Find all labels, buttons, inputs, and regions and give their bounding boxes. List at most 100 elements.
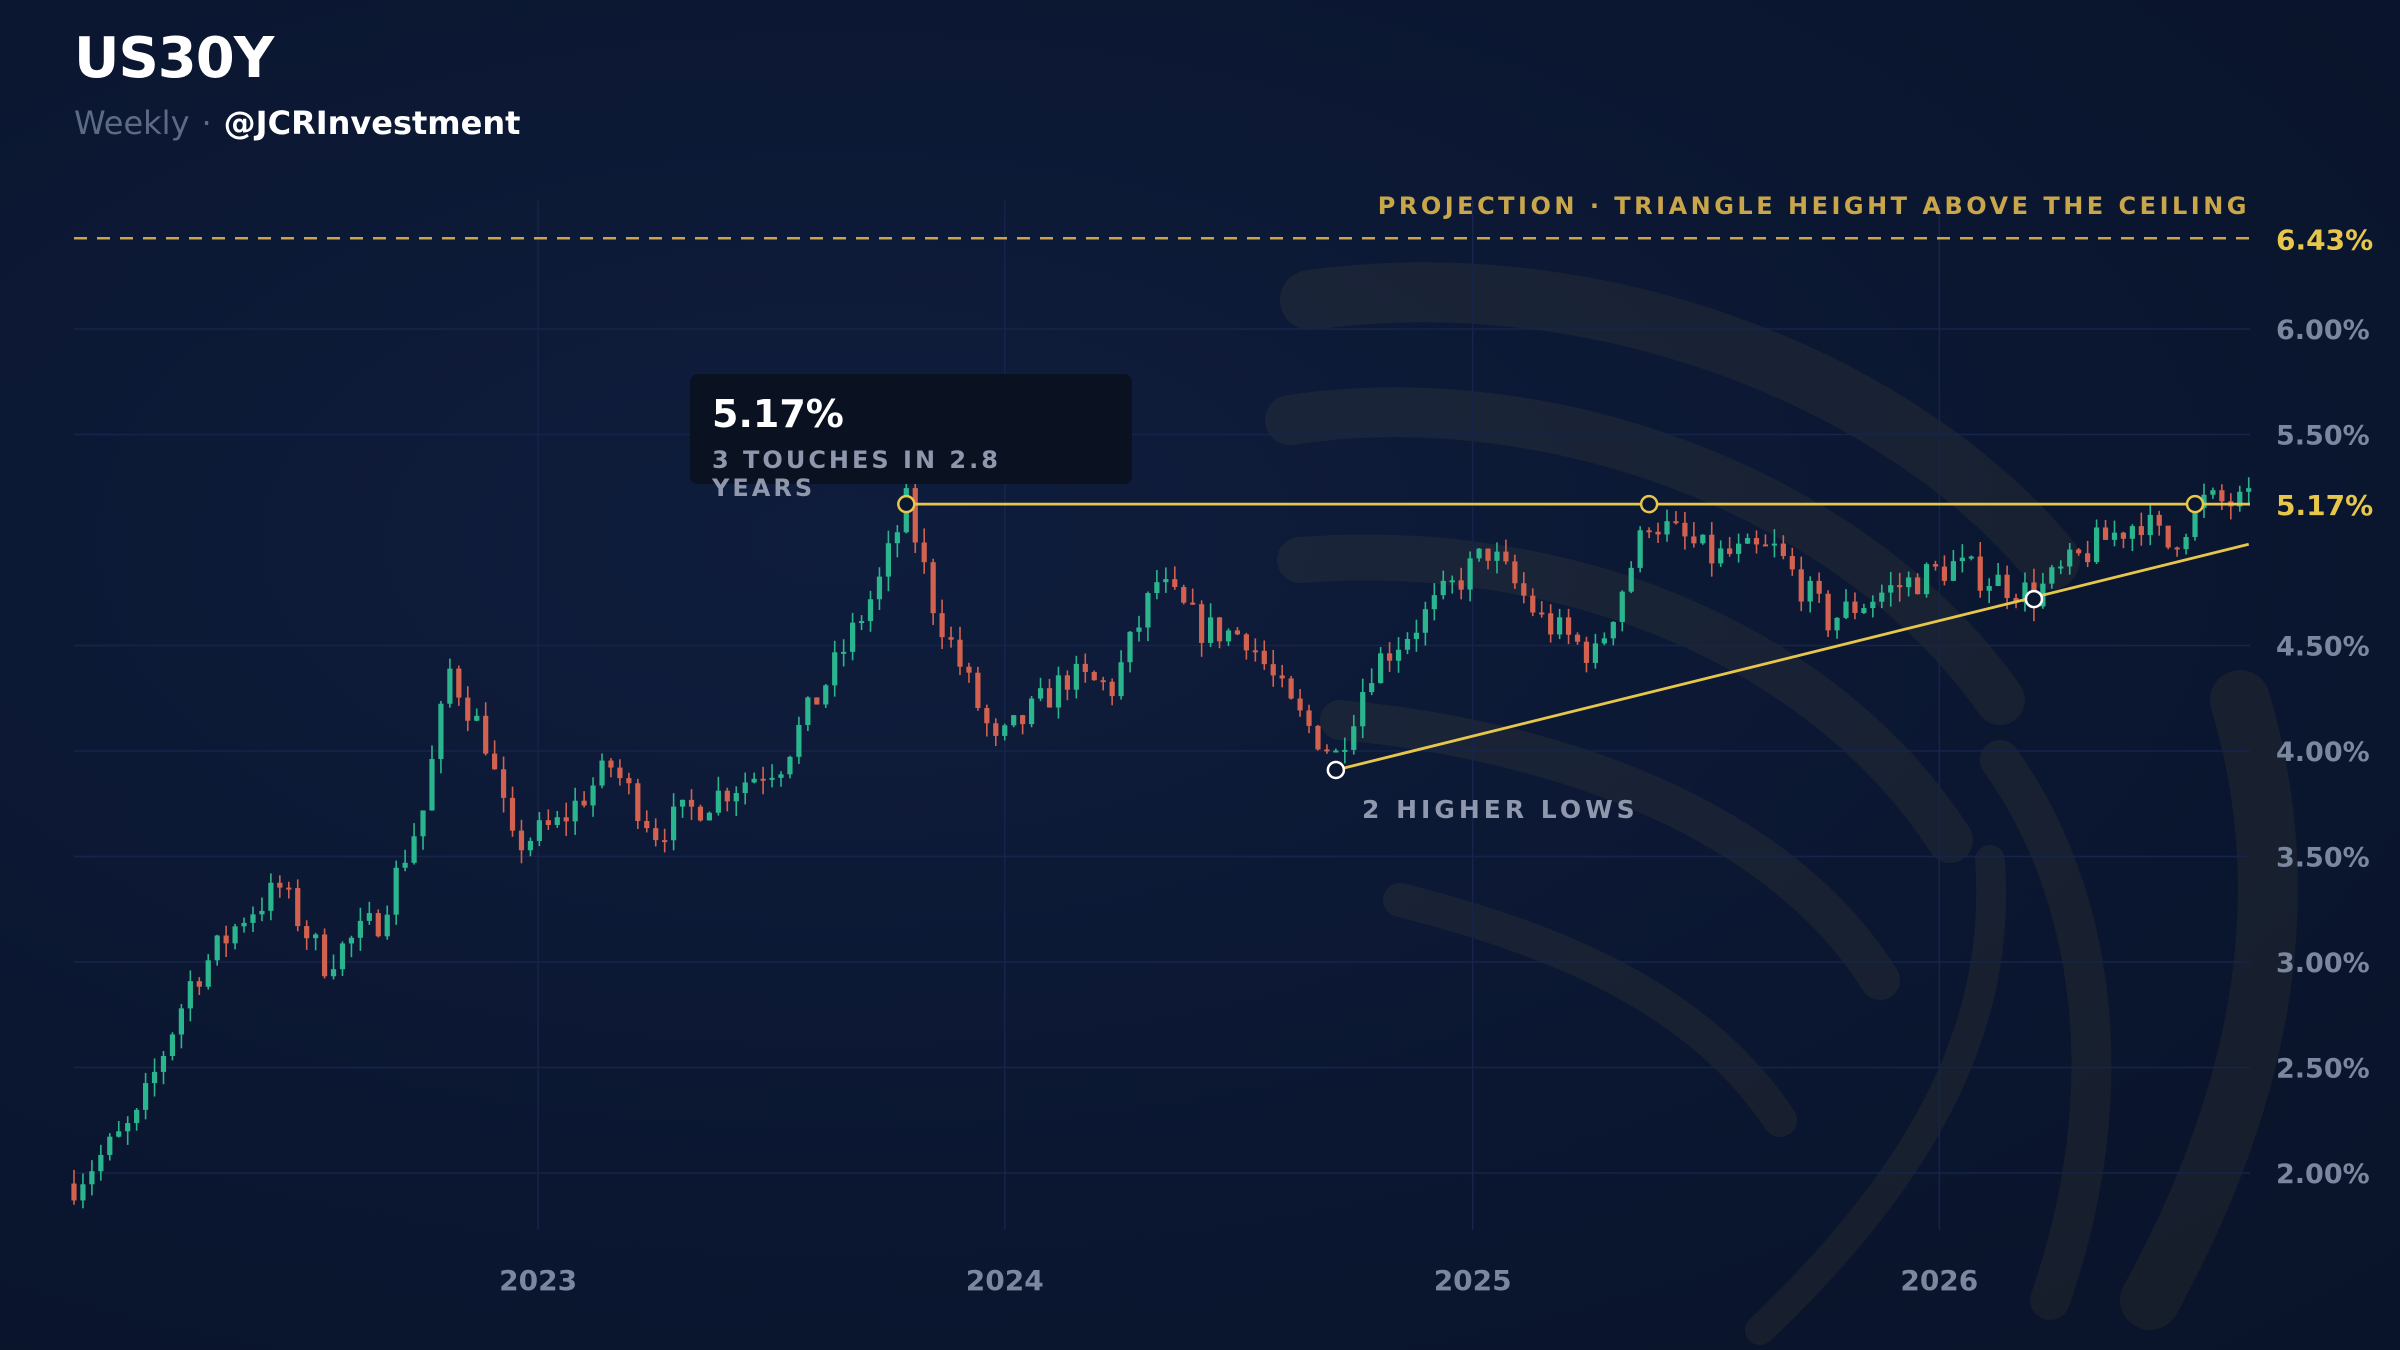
candle [1073,655,1079,699]
candle [2147,504,2153,546]
candle [948,626,954,648]
candle [1574,632,1581,645]
candle [796,716,802,764]
candle [805,696,811,732]
candle [724,787,730,812]
candle [98,1144,104,1181]
candle [1539,601,1545,618]
candle [151,1058,158,1097]
candle [1207,603,1214,647]
candle [1610,621,1616,646]
candle [1879,584,1885,609]
candle [554,811,560,828]
higher-low-marker [2024,589,2044,609]
candle [178,1004,184,1049]
candle [2049,564,2055,589]
candle [1324,744,1330,754]
candle [1351,714,1357,755]
candle [1449,575,1455,594]
candle [232,923,238,950]
candle [984,704,990,737]
candle [1762,534,1769,547]
candle [697,804,704,822]
candle [581,791,587,808]
candle [1431,583,1437,621]
touches-callout: 5.17% 3 TOUCHES IN 2.8 YEARS [690,374,1132,502]
y-tick-label: 3.00% [2276,948,2370,979]
y-tick-label: 4.00% [2276,737,2370,768]
candle [1888,571,1894,607]
author-handle[interactable]: @JCRInvestment [223,104,521,142]
chart-subtitle: Weekly · @JCRInvestment [74,104,520,142]
candle [1932,560,1939,571]
candle [438,700,444,774]
candle [1709,522,1715,577]
candle [375,909,381,938]
candle [626,772,632,795]
candle [1906,571,1912,597]
candle [1297,689,1303,717]
candle [1914,573,1921,595]
higher-lows-label: 2 HIGHER LOWS [1362,795,1639,824]
candle [1816,572,1822,603]
candle [850,612,856,661]
candle [1342,737,1348,764]
candle [321,928,328,979]
candle [384,905,390,940]
candle [1744,533,1751,545]
candle [536,811,542,847]
candle [1127,631,1133,673]
candle [1100,676,1106,691]
candle [814,697,820,705]
higher-lows-trendline [1335,542,2250,772]
candle [912,475,918,553]
candle [196,977,202,996]
candle [411,823,417,865]
candlesticks [71,475,2252,1209]
candle [1861,603,1867,615]
candle [706,811,713,821]
phoenix-watermark [1265,262,2298,1345]
candle [1002,723,1008,741]
candle [823,683,829,708]
candle [1055,666,1062,719]
candle [1753,530,1760,554]
candle [760,766,766,795]
y-tick-label: 5.50% [2276,421,2370,452]
candle [1592,633,1599,669]
candle [2129,524,2135,552]
candle [1028,695,1035,728]
candle [474,708,480,722]
candle [715,776,721,816]
candle [2165,525,2171,550]
candle [1565,608,1572,645]
y-tick-label: 6.00% [2276,315,2370,346]
candle [975,666,981,711]
candle [1771,529,1777,558]
candle [80,1173,86,1209]
candle [1700,534,1706,545]
candle [1395,637,1402,673]
candle [1118,650,1124,700]
candle [1727,536,1733,557]
candle [2156,510,2162,536]
candle [1234,627,1241,636]
candle [1950,549,1956,582]
candle [1986,578,1992,604]
candle [2067,542,2073,575]
candle [778,771,784,787]
candle [2201,483,2207,518]
candle [563,802,569,837]
candle [2093,519,2100,565]
ceiling-value-label: 5.17% [2276,489,2373,522]
candle [1020,714,1026,735]
candle [214,934,220,966]
candle [662,828,668,853]
candle [2219,484,2225,511]
candle [1011,715,1017,728]
candle [608,758,614,778]
candle [456,665,462,706]
ceiling-touch-marker [2185,494,2205,514]
candle [1834,617,1840,639]
candle [1995,563,2001,587]
